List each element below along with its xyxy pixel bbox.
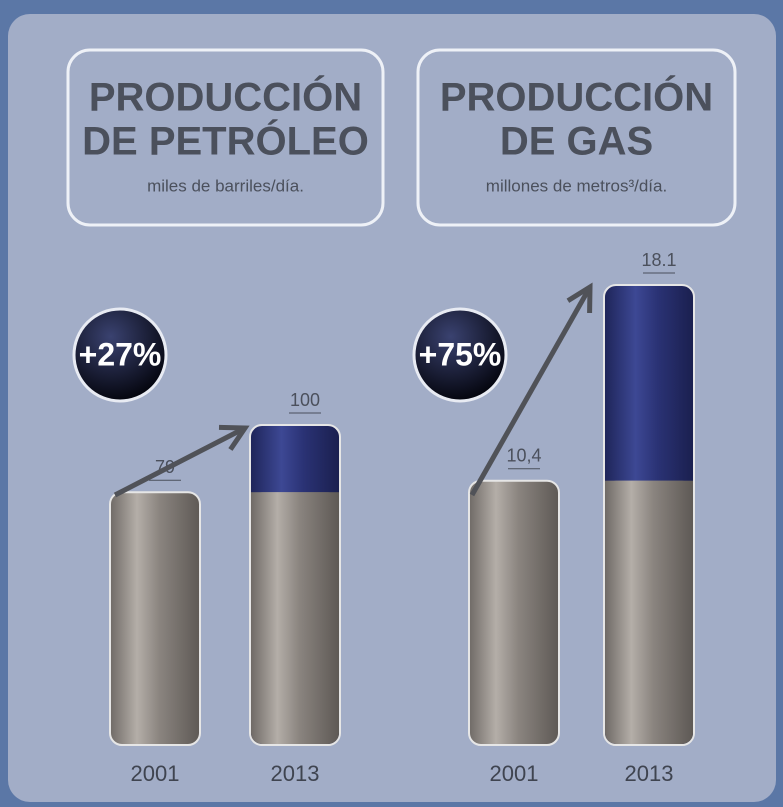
x-tick-label: 2013 <box>625 761 674 786</box>
badge-label: +75% <box>419 336 502 372</box>
value-label: 18.1 <box>641 250 676 270</box>
x-tick-label: 2001 <box>490 761 539 786</box>
chart-title: DE PETRÓLEO <box>82 118 369 164</box>
arrow <box>469 285 593 497</box>
bar <box>468 479 560 746</box>
arrow-head <box>218 424 250 451</box>
title-box <box>416 48 737 227</box>
arrow-head <box>566 282 593 314</box>
value-label: 10,4 <box>506 445 541 465</box>
title-box <box>66 48 385 227</box>
chart-subtitle: millones de metros³/día. <box>486 176 667 195</box>
chart-title: PRODUCCIÓN <box>89 74 362 120</box>
chart-title: DE GAS <box>500 120 653 164</box>
x-tick-label: 2001 <box>131 761 180 786</box>
value-label: 100 <box>290 390 320 410</box>
bar <box>109 491 201 747</box>
arrow <box>113 425 247 498</box>
chart-subtitle: miles de barriles/día. <box>147 176 304 195</box>
badge-label: +27% <box>79 336 162 372</box>
badge <box>72 307 168 403</box>
x-tick-label: 2013 <box>271 761 320 786</box>
chart-title: PRODUCCIÓN <box>440 74 713 120</box>
bar <box>603 284 695 746</box>
bar <box>249 424 341 746</box>
badge <box>412 307 508 403</box>
